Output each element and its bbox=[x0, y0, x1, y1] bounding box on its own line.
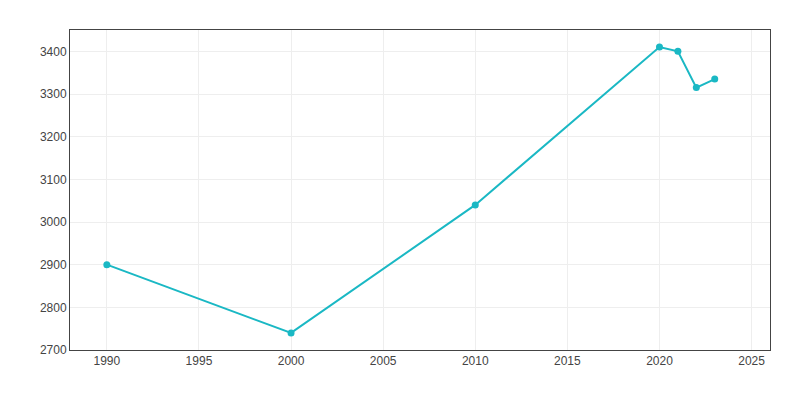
svg-text:3000: 3000 bbox=[40, 215, 67, 229]
svg-text:2015: 2015 bbox=[554, 354, 581, 368]
svg-text:2900: 2900 bbox=[40, 258, 67, 272]
svg-text:3400: 3400 bbox=[40, 45, 67, 59]
svg-text:3300: 3300 bbox=[40, 87, 67, 101]
svg-text:3200: 3200 bbox=[40, 130, 67, 144]
svg-text:2020: 2020 bbox=[646, 354, 673, 368]
svg-text:2700: 2700 bbox=[40, 343, 67, 357]
svg-text:2000: 2000 bbox=[278, 354, 305, 368]
svg-text:1995: 1995 bbox=[186, 354, 213, 368]
svg-text:2010: 2010 bbox=[462, 354, 489, 368]
svg-text:3100: 3100 bbox=[40, 173, 67, 187]
svg-text:1990: 1990 bbox=[93, 354, 120, 368]
svg-text:2800: 2800 bbox=[40, 301, 67, 315]
svg-text:2025: 2025 bbox=[738, 354, 765, 368]
svg-text:2005: 2005 bbox=[370, 354, 397, 368]
